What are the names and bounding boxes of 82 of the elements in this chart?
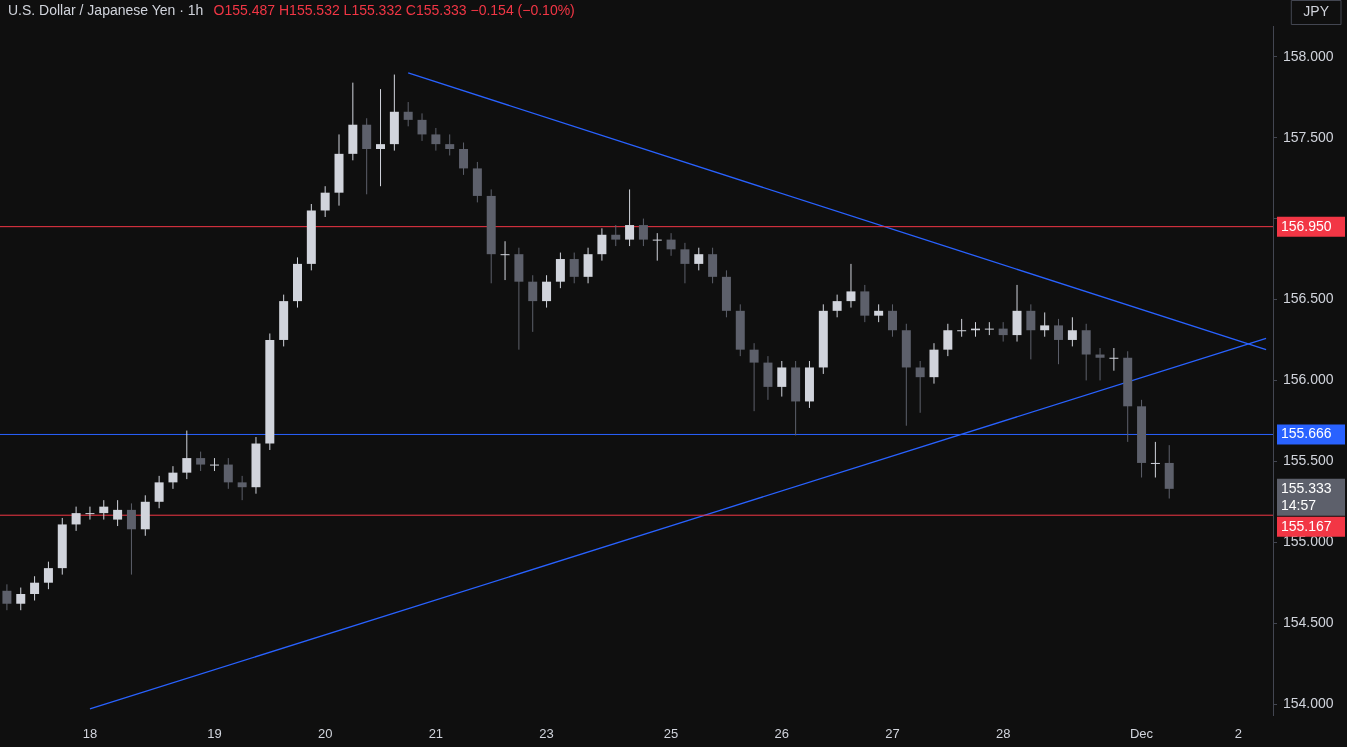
candlestick xyxy=(30,575,40,601)
candlestick xyxy=(542,274,552,309)
candlestick xyxy=(237,475,247,501)
candlestick xyxy=(1095,347,1105,381)
y-tick-label: 156.000 xyxy=(1283,371,1334,388)
candlestick xyxy=(431,127,441,152)
x-tick-label: 27 xyxy=(885,725,900,741)
candlestick xyxy=(611,224,621,247)
candlestick xyxy=(1026,303,1036,360)
candlestick xyxy=(638,218,648,247)
x-tick-label: 26 xyxy=(774,725,790,741)
candlestick xyxy=(652,232,662,262)
candlestick xyxy=(694,247,704,271)
x-tick-label: 23 xyxy=(539,725,554,741)
candlestick xyxy=(71,506,81,532)
ref-line-label: 155.666 xyxy=(1281,425,1332,442)
y-tick-label: 154.000 xyxy=(1283,694,1334,711)
x-tick-label: 2 xyxy=(1234,725,1243,741)
candlestick xyxy=(583,247,593,284)
chart-title: U.S. Dollar / Japanese Yen · 1h xyxy=(8,1,204,18)
candlestick xyxy=(1054,318,1064,365)
candlestick xyxy=(500,240,510,281)
candlestick xyxy=(126,502,136,576)
candlestick xyxy=(223,457,233,490)
candlestick xyxy=(625,188,635,247)
candlestick xyxy=(168,465,178,490)
candlestick xyxy=(984,321,994,336)
candlestick xyxy=(777,360,787,398)
y-axis-title: JPY xyxy=(1303,2,1330,19)
candlestick xyxy=(16,587,26,611)
candlestick xyxy=(915,360,925,414)
x-tick-label: 28 xyxy=(995,725,1011,741)
candlestick xyxy=(1067,316,1077,347)
candlestick xyxy=(320,185,330,218)
candlestick xyxy=(376,88,386,187)
candlestick xyxy=(680,242,690,284)
candlestick xyxy=(2,583,12,611)
y-tick-label: 157.500 xyxy=(1283,128,1334,145)
candlestick xyxy=(998,321,1008,343)
candlestick xyxy=(846,263,856,309)
candlestick xyxy=(528,274,538,333)
candlestick xyxy=(417,112,427,142)
candlestick xyxy=(832,294,842,318)
candlestick xyxy=(154,475,164,509)
candlestick xyxy=(182,430,192,480)
x-tick-label: 21 xyxy=(428,725,444,741)
candlestick xyxy=(445,133,455,156)
text: 14:57 xyxy=(1281,496,1317,513)
x-tick-label: 19 xyxy=(207,725,222,741)
chart-subtitle: O155.487 H155.532 L155.332 C155.333 −0.154 (−0.10%) xyxy=(213,1,575,18)
ref-line-label: 155.167 xyxy=(1281,517,1332,534)
y-tick-label: 158.000 xyxy=(1283,47,1334,64)
y-tick-label: 155.500 xyxy=(1283,452,1334,469)
x-tick-label: Dec xyxy=(1129,725,1154,741)
candlestick xyxy=(459,142,469,176)
candlestick xyxy=(708,247,718,284)
candlestick xyxy=(555,252,565,289)
x-tick-label: 18 xyxy=(82,725,98,741)
candlestick xyxy=(749,342,759,412)
candlestick xyxy=(887,303,897,338)
candlestick xyxy=(943,323,953,357)
candlestick xyxy=(569,252,579,284)
candlestick xyxy=(99,499,109,521)
candlestick xyxy=(1040,311,1050,338)
candlestick xyxy=(43,561,53,590)
y-tick-label: 155.000 xyxy=(1283,533,1334,550)
candlestick xyxy=(209,457,219,472)
candlestick xyxy=(113,499,123,527)
candlestick xyxy=(85,506,95,521)
candlestick xyxy=(403,101,413,127)
candlestick xyxy=(1150,441,1160,479)
x-tick-label: 20 xyxy=(317,725,333,741)
candlestick xyxy=(196,451,206,472)
ref-line-label: 156.950 xyxy=(1281,217,1332,234)
y-tick-label: 156.500 xyxy=(1283,290,1334,307)
candlestick xyxy=(666,232,676,257)
candlestick xyxy=(597,227,607,262)
x-tick-label: 25 xyxy=(663,725,679,741)
candlestick xyxy=(1109,347,1119,372)
y-tick-label: 154.500 xyxy=(1283,614,1334,631)
candlestick xyxy=(957,318,967,338)
text: 155.333 xyxy=(1281,479,1332,496)
